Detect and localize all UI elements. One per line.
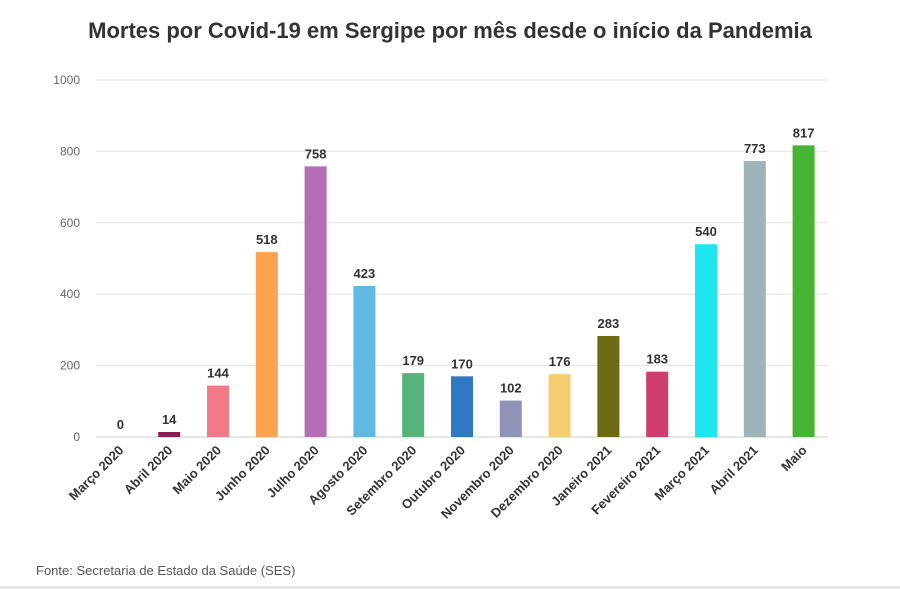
bar: [304, 166, 327, 438]
x-tick-label: Maio: [778, 442, 810, 474]
bars: [158, 145, 815, 438]
bar: [743, 161, 766, 437]
data-label: 283: [598, 316, 620, 331]
y-tick-label: 1000: [53, 73, 80, 87]
data-label: 183: [646, 352, 668, 367]
y-tick-label: 800: [60, 144, 80, 158]
bar: [207, 385, 229, 437]
bottom-divider: [0, 586, 900, 589]
data-label: 518: [256, 232, 278, 247]
x-tick-label: Abril 2021: [706, 443, 761, 498]
bar: [158, 432, 181, 437]
value-labels: 0 14 144 518 758 423 179 170 102 176 283 183 540 773 8…: [117, 125, 815, 432]
data-label: 179: [402, 353, 424, 368]
data-label: 170: [451, 356, 473, 371]
source-note: Fonte: Secretaria de Estado da Saúde (SE…: [36, 563, 296, 578]
data-label: 423: [354, 266, 376, 281]
bar: [695, 244, 717, 437]
data-label: 758: [305, 146, 327, 161]
data-label: 176: [549, 354, 571, 369]
bar: [646, 371, 669, 437]
bar: [499, 400, 522, 437]
y-tick-label: 600: [60, 216, 80, 230]
bar: [255, 252, 278, 437]
y-tick-label: 0: [73, 430, 80, 444]
gridlines: [96, 79, 828, 367]
data-label: 0: [117, 417, 124, 432]
data-label: 14: [162, 412, 177, 427]
y-tick-label: 400: [60, 287, 80, 301]
bar: [353, 285, 376, 437]
bar: [548, 374, 571, 437]
bar: [402, 373, 425, 437]
data-label: 817: [793, 125, 815, 140]
y-tick-label: 200: [60, 359, 80, 373]
data-label: 144: [207, 366, 229, 381]
data-label: 773: [744, 141, 766, 156]
y-axis: 0 200 400 600 800 1000: [53, 73, 80, 444]
data-label: 102: [500, 381, 522, 396]
bar: [597, 335, 620, 437]
x-tick-label: Março 2020: [66, 443, 127, 504]
data-label: 540: [695, 224, 717, 239]
bar: [451, 376, 473, 437]
bar: [792, 145, 815, 437]
x-tick-label: Abril 2020: [121, 443, 176, 498]
chart-title: Mortes por Covid-19 em Sergipe por mês d…: [88, 18, 812, 43]
